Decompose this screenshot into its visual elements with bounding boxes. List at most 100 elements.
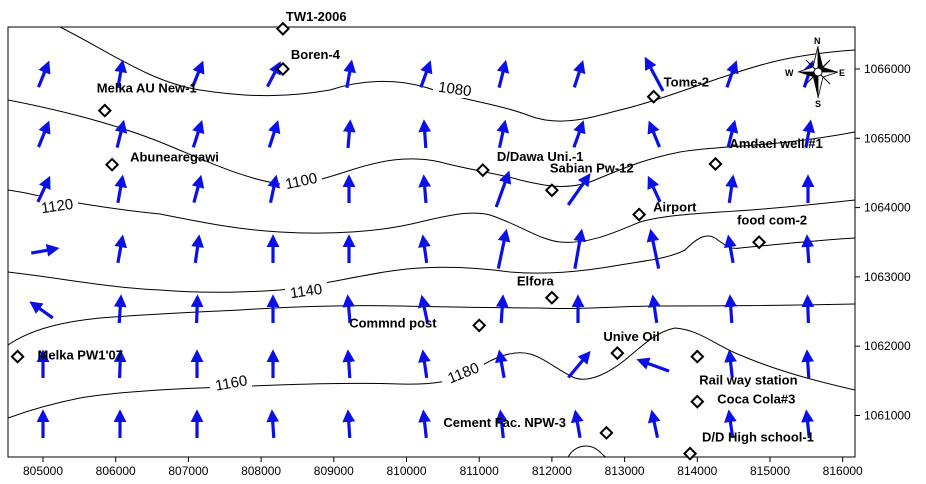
flow-arrow <box>571 409 584 439</box>
contour-labels: 1080 1100 1120 1140 1160 1180 <box>36 78 484 395</box>
map-frame <box>7 26 856 458</box>
y-tick-label: 1065000 <box>864 131 911 145</box>
x-tick-label: 815000 <box>750 464 790 478</box>
x-tick-label: 809000 <box>314 464 354 478</box>
flow-arrow <box>36 175 51 203</box>
y-tick-label: 1062000 <box>864 339 911 353</box>
x-tick-label: 812000 <box>532 464 572 478</box>
x-tick-label: 811000 <box>460 464 499 478</box>
flow-arrow <box>725 119 739 148</box>
flow-arrow <box>191 234 204 264</box>
contour-1160 <box>8 303 855 346</box>
well-marker[interactable]: Elfora <box>517 274 559 305</box>
flow-arrow <box>724 234 737 264</box>
well-marker[interactable]: food com-2 <box>737 212 807 250</box>
x-tick-label: 806000 <box>96 464 136 478</box>
well-marker[interactable]: D/D High school-1 <box>682 430 814 461</box>
flow-arrow <box>644 56 665 92</box>
well-label: D/Dawa Uni.-1 <box>497 149 584 164</box>
flow-arrow <box>37 120 51 148</box>
well-marker[interactable]: Sabian Pw-12 <box>544 160 634 198</box>
well-marker[interactable]: Unive Oil <box>603 329 660 361</box>
flow-arrow <box>567 350 591 379</box>
well-symbol <box>646 89 661 104</box>
flow-arrow <box>646 228 661 269</box>
well-label: Boren-4 <box>291 47 341 62</box>
compass-west: W <box>785 68 794 78</box>
well-symbol <box>472 318 487 333</box>
flow-arrow <box>114 119 128 148</box>
y-axis: 1066000 1065000 1064000 1063000 1062000 10610… <box>855 62 911 423</box>
well-symbol <box>599 425 614 440</box>
flow-arrow <box>418 409 431 439</box>
flow-arrow <box>573 228 587 269</box>
flow-arrow <box>191 174 205 204</box>
flow-vectors <box>29 56 816 439</box>
well-label: Sabian Pw-12 <box>550 160 634 175</box>
flow-arrow <box>801 294 815 324</box>
flow-arrow <box>648 294 661 324</box>
well-marker[interactable]: Airport <box>632 200 697 222</box>
flow-arrow <box>636 357 670 373</box>
well-symbol <box>97 103 112 118</box>
well-symbol <box>544 290 559 305</box>
flow-arrow <box>114 59 127 89</box>
flow-arrow <box>496 59 510 88</box>
flow-arrow <box>190 294 204 324</box>
flow-arrow <box>647 120 661 148</box>
flow-arrow <box>572 60 586 88</box>
well-marker[interactable]: Rail way station <box>690 349 798 388</box>
x-tick-label: 805000 <box>23 464 63 478</box>
flow-arrow <box>267 120 281 148</box>
well-marker[interactable]: TW1-2006 <box>275 9 347 36</box>
well-label: Abunearegawi <box>130 150 219 165</box>
well-symbol <box>682 446 698 461</box>
flow-arrow <box>30 244 60 257</box>
well-label: Melka AU New-1 <box>97 81 197 96</box>
well-marker[interactable]: Boren-4 <box>275 47 341 77</box>
compass-south: S <box>815 99 821 109</box>
contour-1180-b <box>567 445 607 457</box>
well-marker[interactable]: Commnd post <box>349 315 487 333</box>
well-symbol <box>544 183 559 198</box>
well-symbol <box>10 349 25 364</box>
x-tick-label: 808000 <box>241 464 281 478</box>
flow-arrow <box>342 119 356 149</box>
well-marker[interactable]: Melka AU New-1 <box>97 81 197 118</box>
well-marker[interactable]: Abunearegawi <box>104 150 219 172</box>
well-label: Tome-2 <box>664 75 709 90</box>
north-arrow-compass: N S E W <box>785 36 845 109</box>
well-marker[interactable]: D/Dawa Uni.-1 <box>475 149 584 178</box>
flow-arrow <box>801 409 814 439</box>
well-label: Cement Fac. NPW-3 <box>443 415 566 430</box>
x-tick-label: 810000 <box>386 464 426 478</box>
well-marker[interactable]: Tome-2 <box>646 75 709 104</box>
well-marker[interactable]: Melka PW1'07 <box>10 348 123 364</box>
flow-arrow <box>725 60 739 88</box>
well-symbol <box>708 156 723 172</box>
flow-arrow <box>342 409 356 439</box>
well-label: Coca Cola#3 <box>717 392 795 407</box>
x-tick-label: 813000 <box>605 464 645 478</box>
well-label: TW1-2006 <box>286 9 347 24</box>
flow-arrow <box>342 294 356 324</box>
flow-arrow <box>418 174 432 204</box>
well-symbol <box>275 61 290 77</box>
flow-arrow <box>191 120 205 148</box>
well-marker[interactable]: Amdael well #1 <box>708 136 823 172</box>
contour-label-1120: 1120 <box>40 196 74 217</box>
flow-arrow <box>418 234 431 264</box>
well-label: Airport <box>653 200 697 215</box>
well-marker[interactable]: Cement Fac. NPW-3 <box>443 415 614 440</box>
well-marker[interactable]: Coca Cola#3 <box>690 392 796 409</box>
flow-arrow <box>495 409 508 439</box>
flow-arrow <box>266 409 280 439</box>
well-symbol <box>610 346 625 361</box>
contour-1140 <box>8 235 855 293</box>
x-axis: 805000 806000 807000 808000 809000 810000 8110… <box>23 457 863 478</box>
x-tick-label: 816000 <box>823 464 863 478</box>
flow-arrow <box>496 228 511 269</box>
y-tick-label: 1063000 <box>864 270 911 284</box>
well-label: D/D High school-1 <box>702 430 814 445</box>
